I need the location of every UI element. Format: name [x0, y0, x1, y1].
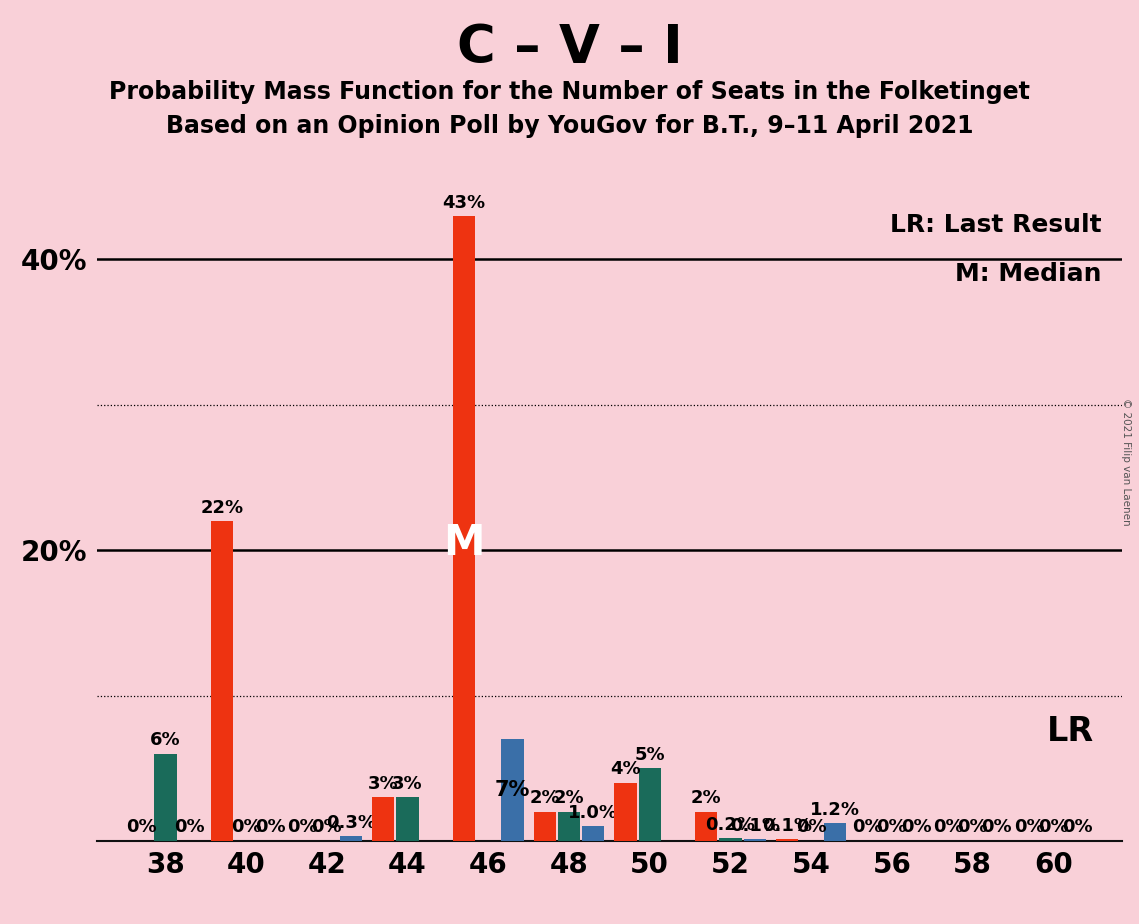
- Bar: [558, 812, 580, 841]
- Bar: [396, 797, 419, 841]
- Bar: [211, 521, 233, 841]
- Text: 0.3%: 0.3%: [326, 814, 376, 833]
- Bar: [534, 812, 556, 841]
- Text: 0%: 0%: [174, 819, 205, 836]
- Text: © 2021 Filip van Laenen: © 2021 Filip van Laenen: [1121, 398, 1131, 526]
- Text: M: Median: M: Median: [954, 261, 1101, 286]
- Text: LR: Last Result: LR: Last Result: [890, 213, 1101, 237]
- Bar: [339, 836, 362, 841]
- Text: 0%: 0%: [877, 819, 907, 836]
- Text: Probability Mass Function for the Number of Seats in the Folketinget: Probability Mass Function for the Number…: [109, 80, 1030, 104]
- Text: Based on an Opinion Poll by YouGov for B.T., 9–11 April 2021: Based on an Opinion Poll by YouGov for B…: [166, 114, 973, 138]
- Text: 0%: 0%: [982, 819, 1013, 836]
- Text: 5%: 5%: [634, 746, 665, 764]
- Text: 0%: 0%: [1038, 819, 1068, 836]
- Text: C – V – I: C – V – I: [457, 22, 682, 74]
- Text: 3%: 3%: [368, 775, 399, 793]
- Text: 0%: 0%: [1014, 819, 1044, 836]
- Text: 43%: 43%: [443, 193, 485, 212]
- Bar: [154, 754, 177, 841]
- Bar: [825, 823, 846, 841]
- Text: 0.1%: 0.1%: [762, 817, 812, 835]
- Text: 0.1%: 0.1%: [730, 817, 780, 835]
- Text: 0%: 0%: [933, 819, 964, 836]
- Text: 2%: 2%: [530, 789, 560, 808]
- Text: 7%: 7%: [494, 780, 530, 800]
- Text: 0%: 0%: [901, 819, 932, 836]
- Text: 22%: 22%: [200, 499, 244, 517]
- Text: M: M: [443, 522, 485, 564]
- Text: 3%: 3%: [392, 775, 423, 793]
- Bar: [639, 768, 661, 841]
- Bar: [614, 783, 637, 841]
- Text: 0%: 0%: [126, 819, 156, 836]
- Bar: [582, 826, 605, 841]
- Text: 0%: 0%: [957, 819, 988, 836]
- Text: 0%: 0%: [287, 819, 318, 836]
- Text: 0%: 0%: [255, 819, 286, 836]
- Text: 2%: 2%: [691, 789, 721, 808]
- Text: 0%: 0%: [1063, 819, 1092, 836]
- Bar: [453, 216, 475, 841]
- Bar: [776, 839, 798, 841]
- Text: 1.2%: 1.2%: [810, 801, 860, 819]
- Text: 0.2%: 0.2%: [705, 816, 755, 833]
- Bar: [372, 797, 394, 841]
- Text: 4%: 4%: [611, 760, 641, 778]
- Bar: [695, 812, 718, 841]
- Text: LR: LR: [1047, 715, 1093, 748]
- Text: 0%: 0%: [231, 819, 262, 836]
- Bar: [744, 839, 765, 841]
- Text: 0%: 0%: [312, 819, 342, 836]
- Text: 1.0%: 1.0%: [568, 804, 618, 822]
- Text: 6%: 6%: [150, 731, 181, 749]
- Text: 2%: 2%: [554, 789, 584, 808]
- Bar: [501, 739, 524, 841]
- Text: 0%: 0%: [852, 819, 883, 836]
- Bar: [720, 838, 741, 841]
- Text: 0%: 0%: [796, 819, 827, 836]
